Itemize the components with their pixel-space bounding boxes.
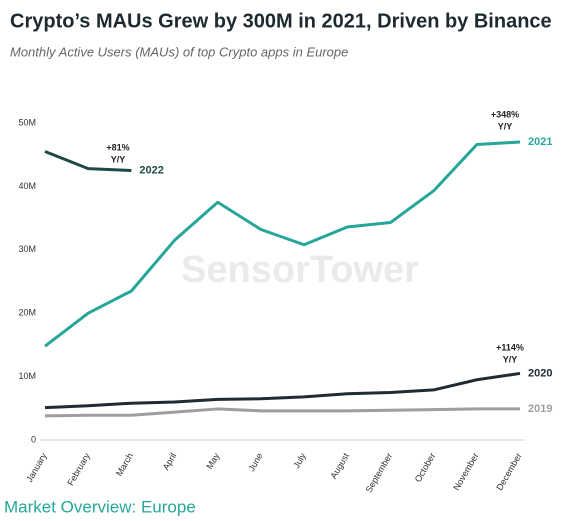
x-tick-label: October [413,451,438,484]
series-line [44,371,521,410]
series-label: 2020 [528,367,552,379]
series-line [44,150,132,173]
x-tick-label: May [204,451,221,471]
annotation: Y/Y [111,154,126,164]
chart-subtitle: Monthly Active Users (MAUs) of top Crypt… [10,44,348,59]
x-tick-label: August [328,451,351,481]
footer: Market Overview: Europe [4,497,196,516]
watermark: SensorTower [181,249,419,291]
series-label: 2021 [528,136,552,148]
annotation: Y/Y [498,121,513,131]
y-tick-label: 20M [18,308,36,318]
series-label: 2022 [139,164,163,176]
y-tick-label: 50M [18,117,36,127]
x-tick-label: November [451,451,480,492]
x-tick-label: February [65,451,92,488]
x-tick-label: January [24,451,49,484]
annotation: +348% [491,109,519,119]
y-tick-label: 10M [18,371,36,381]
y-tick-label: 40M [18,181,36,191]
x-tick-label: June [246,451,264,473]
x-tick-label: December [494,451,523,492]
x-tick-label: April [161,451,179,472]
y-tick-label: 30M [18,244,36,254]
annotation: Y/Y [503,354,518,364]
annotation: +81% [106,142,129,152]
x-tick-label: March [114,451,135,478]
y-tick-label: 0 [31,434,36,444]
series-line [44,140,521,348]
x-tick-label: July [291,451,308,470]
series-line [44,407,520,418]
chart-title: Crypto’s MAUs Grew by 300M in 2021, Driv… [10,10,552,32]
series-label: 2019 [528,403,552,415]
x-tick-label: September [364,451,395,494]
annotation: +114% [496,342,524,352]
